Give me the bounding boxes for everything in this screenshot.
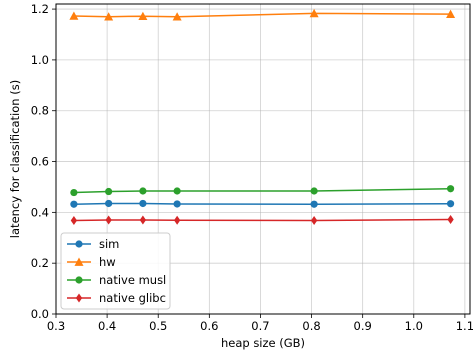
x-tick-label: 0.9 bbox=[354, 319, 372, 333]
series-sim bbox=[70, 199, 455, 208]
x-tick-label: 0.8 bbox=[302, 319, 320, 333]
x-tick-label: 0.7 bbox=[251, 319, 269, 333]
y-tick-label: 0.2 bbox=[31, 256, 49, 270]
x-tick-label: 0.3 bbox=[47, 319, 65, 333]
x-axis-label: heap size (GB) bbox=[221, 336, 305, 350]
data-point-hw bbox=[104, 12, 114, 21]
data-point-hw bbox=[309, 8, 319, 18]
y-tick-label: 0.6 bbox=[31, 155, 49, 169]
data-point-sim bbox=[139, 199, 147, 208]
series-line-native-musl bbox=[73, 187, 451, 194]
x-tick-label: 0.6 bbox=[200, 319, 218, 333]
data-point-hw bbox=[69, 11, 79, 20]
data-point-native-glibc bbox=[310, 215, 318, 225]
data-point-sim bbox=[446, 200, 455, 208]
data-point-native-glibc bbox=[139, 215, 147, 225]
data-point-sim bbox=[70, 200, 78, 208]
data-point-sim bbox=[173, 200, 181, 208]
series-line-native-glibc bbox=[73, 218, 451, 222]
series-line-sim bbox=[73, 202, 451, 205]
y-tick-label: 0.8 bbox=[31, 104, 49, 118]
legend-label: native glibc bbox=[99, 291, 166, 305]
legend-marker bbox=[74, 257, 84, 266]
data-point-native-glibc bbox=[173, 215, 181, 225]
legend-item: native musl bbox=[67, 273, 166, 287]
legend-item: hw bbox=[67, 255, 116, 269]
data-point-native-glibc bbox=[447, 214, 454, 224]
x-tick-label: 0.4 bbox=[98, 319, 116, 333]
data-point-native-musl bbox=[173, 187, 181, 195]
legend-label: sim bbox=[99, 237, 119, 251]
data-point-hw bbox=[446, 9, 456, 18]
data-point-native-musl bbox=[105, 187, 113, 196]
legend-item: native glibc bbox=[67, 291, 166, 305]
axis-ticks: 0.3 0.4 0.5 0.6 0.7 0.8 0.9 1.0 1.1 0.0 0.2 0.4 0.6 0… bbox=[31, 2, 473, 333]
data-point-native-musl bbox=[70, 188, 78, 197]
data-point-hw bbox=[172, 12, 182, 21]
x-tick-label: 1.1 bbox=[456, 319, 473, 333]
data-point-hw bbox=[138, 11, 148, 21]
data-point-sim bbox=[105, 199, 113, 208]
legend-marker bbox=[75, 293, 83, 303]
series-native-musl bbox=[70, 185, 455, 197]
legend-label: native musl bbox=[99, 273, 166, 287]
legend-box bbox=[60, 232, 171, 310]
legend-label: hw bbox=[99, 255, 116, 269]
x-tick-label: 1.0 bbox=[405, 319, 423, 333]
y-tick-label: 0.4 bbox=[31, 205, 49, 219]
y-tick-label: 1.0 bbox=[31, 53, 49, 67]
series-group bbox=[69, 8, 456, 225]
legend-item: sim bbox=[67, 237, 119, 251]
legend-marker bbox=[75, 240, 83, 248]
legend: sim hw native musl native glibc bbox=[60, 232, 171, 310]
data-point-native-musl bbox=[310, 187, 318, 195]
data-point-native-musl bbox=[139, 187, 147, 195]
y-tick-label: 1.2 bbox=[31, 2, 49, 16]
data-point-native-glibc bbox=[70, 215, 78, 225]
y-tick-label: 0.0 bbox=[31, 307, 49, 321]
series-line-hw bbox=[73, 12, 451, 18]
x-tick-label: 0.5 bbox=[149, 319, 167, 333]
data-point-native-glibc bbox=[105, 215, 112, 225]
legend-marker bbox=[75, 276, 83, 284]
data-point-native-musl bbox=[446, 185, 455, 193]
plot-frame bbox=[55, 3, 471, 315]
series-native-glibc bbox=[70, 214, 454, 225]
data-point-sim bbox=[310, 200, 318, 208]
y-axis-label: latency for classification (s) bbox=[8, 80, 22, 238]
series-hw bbox=[69, 8, 456, 21]
